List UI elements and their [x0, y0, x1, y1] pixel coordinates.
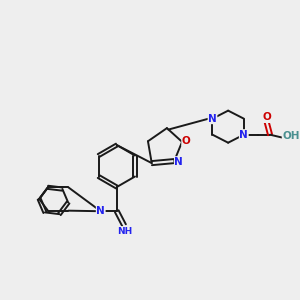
Text: N: N: [208, 114, 217, 124]
Text: NH: NH: [118, 226, 133, 236]
Text: O: O: [262, 112, 271, 122]
Text: O: O: [182, 136, 190, 146]
Text: OH: OH: [282, 131, 300, 141]
Text: N: N: [96, 206, 105, 216]
Text: N: N: [175, 157, 183, 167]
Text: N: N: [239, 130, 248, 140]
